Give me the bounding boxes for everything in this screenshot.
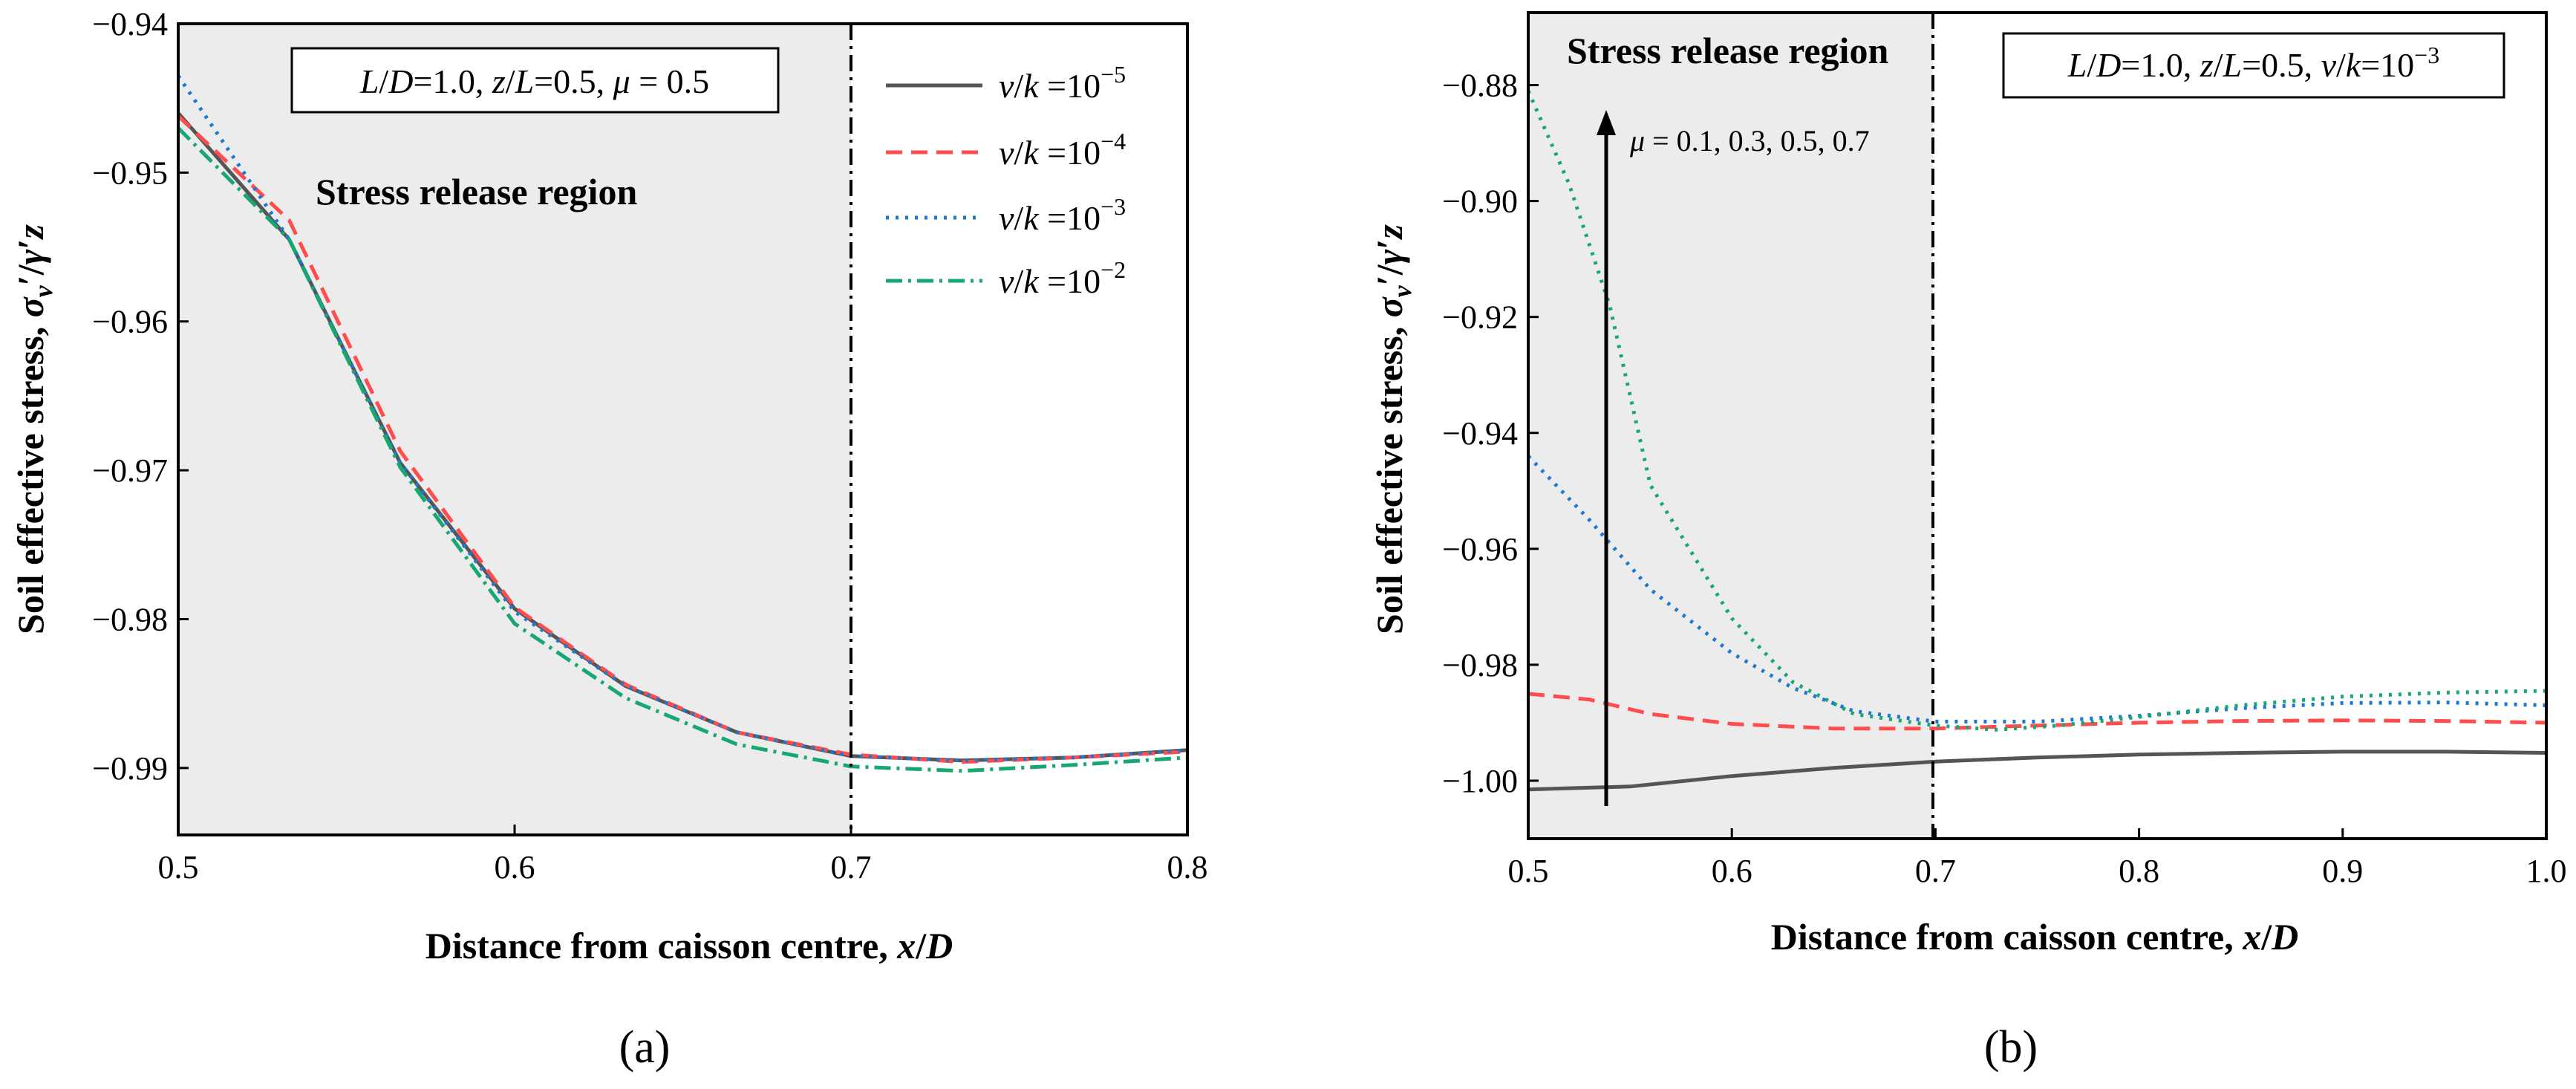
- plot-b-x-tick-label: 0.5: [1508, 853, 1549, 889]
- plot-a-y-tick-label: −0.99: [92, 750, 168, 787]
- plot-a-x-tick-label: 0.5: [158, 849, 199, 885]
- plot-a-y-tick-label: −0.98: [92, 601, 168, 637]
- plot-b-y-tick-label: −0.94: [1442, 415, 1518, 452]
- plot-b-panel-label: (b): [1984, 1022, 2038, 1073]
- plot-b-parameter-box: [2002, 32, 2505, 99]
- plot-b-y-axis-title: Soil effective stress, σv′/γ′z: [1369, 224, 1417, 634]
- plot-b-mu-arrow-label: μ = 0.1, 0.3, 0.5, 0.7: [1629, 124, 1870, 157]
- legend-label-1: v/k =10−5: [999, 61, 1126, 105]
- legend-label-4: v/k =10−2: [999, 256, 1126, 300]
- plot-a-y-tick-label: −0.94: [92, 6, 168, 42]
- plot-b-y-tick-label: −0.98: [1442, 647, 1518, 683]
- plot-b-y-tick-label: −1.00: [1442, 763, 1518, 799]
- plot-b-x-tick-label: 0.9: [2322, 853, 2363, 889]
- plot-a-frame: [177, 22, 1189, 836]
- plot-a-y-axis-title: Soil effective stress, σv′/γ′z: [10, 224, 58, 634]
- plot-a-y-tick-label: −0.95: [92, 155, 168, 191]
- plot-b-y-tick-label: −0.90: [1442, 183, 1518, 220]
- plot-a-series: [176, 74, 1188, 773]
- plot-b-shaded-region: [1528, 13, 1933, 839]
- plot-a-series-line-2: [177, 114, 1188, 764]
- legend-label-2: v/k =10−4: [999, 128, 1126, 172]
- plot-a-x-axis-title: Distance from caisson centre, x/D: [425, 925, 953, 966]
- plot-a-region-label: Stress release region: [316, 171, 637, 212]
- plot-b-x-tick-label: 0.6: [1712, 853, 1752, 889]
- plot-b-series-line-3: [1527, 455, 2547, 724]
- legend-label-3: v/k =10−3: [999, 193, 1126, 237]
- plot-b-x-axis-title: Distance from caisson centre, x/D: [1771, 916, 2299, 958]
- panel-a: 0.5 0.6 0.7 0.8 −0.94 −0.95 −0.96 −0.97 −0.98 −0.…: [10, 6, 1208, 1073]
- plot-a-x-tick-label: 0.8: [1167, 849, 1208, 885]
- plot-b-x-tick-label: 0.7: [1915, 853, 1956, 889]
- plot-a-y-tick-label: −0.96: [92, 304, 168, 340]
- plot-a-shaded-region: [178, 24, 851, 835]
- plot-b-ticks: 0.5 0.6 0.7 0.8 0.9 1.0 −0.88 −0.90 −0.92 −0.94 −0…: [1442, 68, 2566, 889]
- plot-a-x-tick-label: 0.7: [831, 849, 872, 885]
- plot-a-parameter-text: L/D=1.0, z/L=0.5, μ = 0.5: [359, 62, 709, 100]
- plot-b-frame: [1527, 11, 2548, 840]
- plot-b-y-tick-label: −0.96: [1442, 531, 1518, 568]
- plot-b-x-tick-label: 1.0: [2526, 853, 2567, 889]
- plot-b-series-line-4: [1526, 90, 2547, 732]
- plot-a-parameter-box: [290, 47, 780, 114]
- plot-b-x-tick-label: 0.8: [2119, 853, 2159, 889]
- plot-b-series-line-2: [1527, 692, 2547, 731]
- plot-b-series-line-1: [1527, 750, 2547, 792]
- plot-a-x-tick-label: 0.6: [495, 849, 535, 885]
- plot-b-region-label: Stress release region: [1567, 30, 1888, 71]
- plot-a-series-line-4: [177, 126, 1188, 773]
- plot-b-parameter-text: L/D=1.0, z/L=0.5, v/k=10−3: [2067, 42, 2439, 84]
- plot-b-y-tick-label: −0.88: [1442, 68, 1518, 104]
- plot-a-panel-label: (a): [619, 1022, 671, 1073]
- plot-b-y-tick-label: −0.92: [1442, 299, 1518, 336]
- plot-a-legend: v/k =10−5 v/k =10−4 v/k =10−3 v/k =10−2: [886, 61, 1126, 300]
- plot-a-ticks: 0.5 0.6 0.7 0.8 −0.94 −0.95 −0.96 −0.97 −0.98 −0.…: [92, 6, 1207, 885]
- plot-a-y-tick-label: −0.97: [92, 452, 168, 489]
- panel-b: 0.5 0.6 0.7 0.8 0.9 1.0 −0.88 −0.90 −0.92 −0.94 −0…: [1369, 11, 2567, 1073]
- plot-b-series: [1526, 90, 2547, 792]
- plot-b-mu-arrowhead: [1597, 110, 1616, 135]
